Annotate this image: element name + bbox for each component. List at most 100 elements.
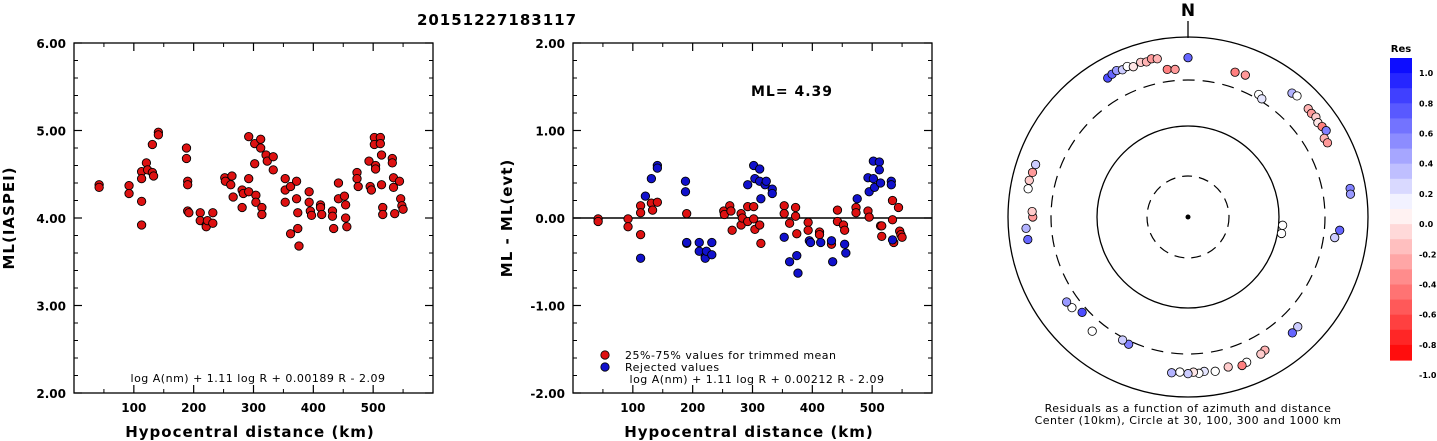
plot1-data-point bbox=[707, 237, 717, 248]
station-residual-point bbox=[1118, 335, 1128, 345]
plot1-data-point bbox=[852, 194, 862, 204]
north-label: N bbox=[1181, 1, 1195, 21]
colorbar-tick-label: -0.8 bbox=[1419, 341, 1437, 350]
plot1-data-point bbox=[897, 232, 907, 242]
plot1-data-point bbox=[839, 225, 850, 235]
plot1-data-point bbox=[680, 176, 691, 186]
plot1-ytick-label: 1.00 bbox=[535, 125, 565, 139]
plot0-data-point bbox=[285, 181, 296, 192]
plot0-data-point bbox=[294, 241, 304, 251]
plot1-xtick-label: 500 bbox=[860, 401, 885, 415]
plot1-data-point bbox=[593, 216, 603, 227]
plot1-data-point bbox=[623, 222, 633, 232]
plot0-data-point bbox=[291, 176, 302, 186]
plot1-ytick-label: -2.00 bbox=[530, 387, 565, 401]
circle-30km bbox=[1146, 175, 1230, 259]
plot0-data-point bbox=[136, 196, 147, 207]
plot0-data-point bbox=[333, 178, 344, 188]
plot1-data-point bbox=[877, 221, 887, 231]
plot0-data-point bbox=[327, 211, 338, 221]
plot0-data-point bbox=[136, 220, 147, 230]
plot0-data-point bbox=[183, 180, 193, 190]
colorbar-tick-label: 0.0 bbox=[1419, 220, 1434, 229]
station-residual-point bbox=[1128, 62, 1138, 72]
plot2-ylabel: ML - ML(evt) bbox=[498, 159, 516, 277]
plot1-data-point bbox=[755, 164, 765, 174]
plot0-xtick-label: 500 bbox=[361, 401, 386, 415]
plot0-data-point bbox=[147, 139, 158, 150]
plot1-data-point bbox=[635, 208, 646, 218]
plot0-xtick-label: 300 bbox=[241, 401, 266, 415]
plot1-data-point bbox=[839, 239, 850, 249]
station-residual-point bbox=[1292, 91, 1302, 101]
plot1-data-point bbox=[779, 232, 789, 242]
colorbar-tick-label: 0.6 bbox=[1419, 130, 1434, 139]
colorbar-swatch bbox=[1390, 133, 1412, 150]
plot1-xtick-label: 400 bbox=[800, 401, 825, 415]
plot2-xlabel: Hypocentral distance (km) bbox=[624, 423, 874, 441]
plot1-data-point bbox=[635, 229, 646, 240]
plot1-data-point bbox=[886, 180, 896, 190]
plot0-data-point bbox=[244, 131, 254, 142]
colorbar-tick-label: -0.4 bbox=[1419, 281, 1437, 290]
station-residual-point bbox=[1210, 366, 1220, 376]
plot0-data-point bbox=[378, 209, 388, 220]
plot1-data-point bbox=[816, 237, 826, 248]
plot1-data-point bbox=[743, 180, 753, 190]
plot1-frame bbox=[73, 42, 434, 394]
plot1-data-point bbox=[814, 229, 825, 240]
plot1-points bbox=[94, 127, 408, 251]
station-residual-point bbox=[1024, 175, 1034, 185]
legend-label-rejected: Rejected values bbox=[625, 361, 720, 374]
plot0-data-point bbox=[268, 165, 278, 175]
plot0-xtick-label: 400 bbox=[301, 401, 326, 415]
plot1-data-point bbox=[874, 157, 884, 167]
plot2-annotation: log A(nm) + 1.11 log R + 0.00212 R - 2.0… bbox=[630, 373, 885, 386]
plot0-data-point bbox=[375, 138, 385, 149]
station-residual-point bbox=[1293, 322, 1303, 332]
colorbar-swatch bbox=[1390, 224, 1412, 240]
plot1-data-point bbox=[864, 212, 874, 222]
plot1-data-point bbox=[851, 208, 861, 218]
plot1-data-point bbox=[784, 257, 795, 267]
colorbar-tick-label: -1.0 bbox=[1419, 371, 1437, 380]
plot0-ytick-label: 3.00 bbox=[36, 300, 66, 314]
plot0-data-point bbox=[285, 229, 296, 239]
plot0-data-point bbox=[317, 209, 327, 220]
plot1-ytick-label: 0.00 bbox=[535, 212, 565, 226]
plot1-data-point bbox=[887, 215, 898, 225]
colorbar-swatch bbox=[1390, 299, 1412, 316]
station-residual-point bbox=[1077, 307, 1087, 317]
plot1-data-point bbox=[749, 214, 759, 224]
plot1-xtick-label: 100 bbox=[620, 401, 645, 415]
colorbar-swatch bbox=[1390, 239, 1412, 255]
plot0-data-point bbox=[148, 171, 159, 181]
plot0-data-point bbox=[226, 180, 236, 190]
colorbar-tick-label: 0.4 bbox=[1419, 160, 1434, 169]
plot1-data-point bbox=[887, 235, 898, 245]
polar-points bbox=[1021, 53, 1356, 379]
plot1-ytick-label: 2.00 bbox=[535, 37, 565, 51]
epicenter-dot bbox=[1185, 214, 1191, 220]
plot0-data-point bbox=[268, 152, 278, 162]
plot0-data-point bbox=[304, 187, 314, 197]
plot1-data-point bbox=[805, 237, 816, 248]
plot0-data-point bbox=[388, 182, 399, 193]
plot1-data-point bbox=[790, 211, 801, 221]
plot0-ytick-label: 6.00 bbox=[36, 37, 66, 51]
plot1-data-point bbox=[755, 220, 765, 230]
plot0-data-point bbox=[195, 208, 205, 218]
plot1-data-point bbox=[826, 236, 837, 246]
plot1-data-point bbox=[726, 206, 736, 216]
plot1-data-point bbox=[803, 225, 813, 235]
plot0-data-point bbox=[353, 181, 363, 192]
station-residual-point bbox=[1321, 126, 1331, 136]
plot1-data-point bbox=[756, 194, 766, 204]
station-residual-point bbox=[1257, 94, 1267, 104]
colorbar-swatch bbox=[1390, 58, 1412, 74]
plot1-data-point bbox=[756, 238, 766, 249]
plot0-data-point bbox=[293, 208, 303, 218]
colorbar-swatch bbox=[1390, 209, 1412, 225]
plot1-data-point bbox=[893, 202, 904, 213]
station-residual-point bbox=[1031, 159, 1041, 170]
